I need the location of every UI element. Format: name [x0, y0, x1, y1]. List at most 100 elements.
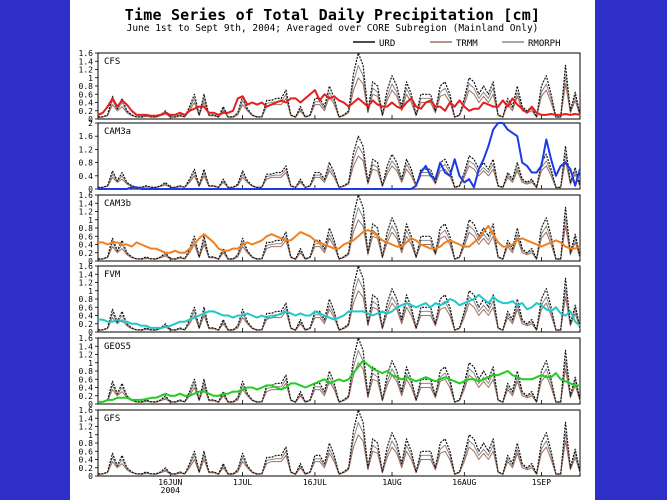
precipitation-chart: URD TRMM RMORPH00.20.40.60.811.21.41.6CFS0… [79, 39, 581, 495]
y-tick-label: 0 [88, 472, 93, 481]
y-tick-label: 0.4 [79, 312, 94, 321]
y-tick-label: 1 [88, 74, 93, 83]
y-tick-label: 0.8 [79, 224, 94, 233]
chart-title: Time Series of Total Daily Precipitation… [124, 6, 541, 24]
panel-frame [97, 122, 581, 190]
y-tick-label: 1 [88, 431, 93, 440]
panel-cam3a: 0 0.4 0.8 1.2 1.6 2 CAM3a [79, 119, 581, 194]
legend-label: RMORPH [528, 39, 561, 49]
series-rmorph [97, 64, 581, 118]
x-tick-year-label: 2004 [161, 486, 180, 495]
y-tick-label: 1.4 [79, 342, 94, 351]
series-trmm [97, 219, 581, 261]
panel-gfs: 00.20.40.60.811.21.41.6 GFS [79, 406, 581, 481]
series-trmm [97, 434, 581, 476]
series-trmm [97, 155, 581, 189]
series-rmorph [97, 349, 581, 403]
y-tick-label: 1.2 [79, 208, 94, 217]
series-rmorph [97, 421, 581, 475]
series-rmorph [97, 206, 581, 260]
y-tick-label: 0.6 [79, 90, 94, 99]
panel-label: CAM3b [104, 199, 131, 209]
series-model-fvm [98, 293, 581, 329]
series-urd [98, 52, 581, 118]
panel-label: CFS [104, 57, 120, 67]
x-tick-label: 16AUG [452, 478, 476, 487]
series-model-geos5 [98, 359, 580, 403]
y-tick-label: 0 [88, 257, 93, 266]
panel-label: GFS [104, 414, 120, 424]
y-tick-label: 0.6 [79, 303, 94, 312]
y-tick-label: 0.8 [79, 82, 94, 91]
series-rmorph [97, 277, 581, 331]
y-tick-label: 0 [88, 400, 93, 409]
x-tick-label: 16JUN [158, 478, 182, 487]
y-tick-label: 1.6 [79, 334, 94, 343]
y-tick-label: 1.4 [79, 57, 94, 66]
y-tick-label: 0.6 [79, 447, 94, 456]
y-tick-label: 0.6 [79, 375, 94, 384]
panel-frame [97, 409, 581, 477]
y-tick-label: 0.8 [79, 439, 94, 448]
y-tick-label: 0.4 [79, 99, 94, 108]
y-tick-label: 0.6 [79, 232, 94, 241]
y-tick-label: 1.2 [79, 351, 94, 360]
y-tick-label: 1 [88, 359, 93, 368]
panel-fvm: 00.20.40.60.811.21.41.6 FVM [79, 262, 581, 337]
panel-frame [97, 52, 581, 120]
legend-label: TRMM [456, 39, 478, 49]
series-urd [98, 409, 581, 475]
legend-item-rmorph: RMORPH [502, 39, 561, 49]
legend-item-urd: URD [353, 39, 395, 49]
x-tick-label: 1AUG [382, 478, 401, 487]
y-tick-label: 0.4 [79, 172, 94, 181]
y-tick-label: 0.8 [79, 367, 94, 376]
y-tick-label: 1.2 [79, 279, 94, 288]
y-tick-label: 0 [88, 328, 93, 337]
panel-cfs: 00.20.40.60.811.21.41.6 CFS [79, 49, 581, 124]
y-tick-label: 1.4 [79, 199, 94, 208]
y-tick-label: 1.6 [79, 262, 94, 271]
panel-geos5: 00.20.40.60.811.21.41.6 GEOS5 [79, 334, 581, 409]
y-tick-label: 1.4 [79, 270, 94, 279]
series-trmm [97, 290, 581, 332]
y-tick-label: 1.2 [79, 423, 94, 432]
legend-item-trmm: TRMM [430, 39, 478, 49]
y-tick-label: 0 [88, 115, 93, 124]
series-urd [98, 265, 581, 331]
y-tick-label: 0.8 [79, 295, 94, 304]
y-tick-label: 0 [88, 185, 93, 194]
y-tick-label: 1.6 [79, 49, 94, 58]
x-tick-label: 1SEP [532, 478, 551, 487]
series-rmorph [97, 145, 581, 189]
series-model-cam3b [98, 224, 581, 254]
panel-cam3b: 00.20.40.60.811.21.41.6 CAM3b [79, 191, 581, 266]
series-urd [98, 337, 581, 403]
y-tick-label: 1 [88, 216, 93, 225]
legend-label: URD [379, 39, 395, 49]
y-tick-label: 0.2 [79, 464, 94, 473]
y-tick-label: 1.6 [79, 406, 94, 415]
y-tick-label: 1.4 [79, 414, 94, 423]
y-tick-label: 0.2 [79, 107, 94, 116]
y-tick-label: 1.6 [79, 132, 94, 141]
y-tick-label: 2 [88, 119, 93, 128]
series-urd [98, 135, 581, 188]
series-trmm [97, 77, 581, 119]
series-trmm [97, 362, 581, 404]
y-tick-label: 0.2 [79, 249, 94, 258]
y-tick-label: 0.2 [79, 320, 94, 329]
x-tick-label: 16JUL [303, 478, 327, 487]
panel-frame [97, 194, 581, 262]
series-model-cam3a [98, 122, 581, 190]
chart-subtitle: June 1st to Sept 9th, 2004; Averaged ove… [126, 23, 539, 34]
panel-label: FVM [104, 270, 121, 280]
y-tick-label: 0.4 [79, 384, 94, 393]
figure-page: Time Series of Total Daily Precipitation… [70, 0, 595, 500]
x-tick-label: 1JUL [233, 478, 252, 487]
panel-frame [97, 265, 581, 333]
y-tick-label: 1.2 [79, 66, 94, 75]
y-tick-label: 0.8 [79, 159, 94, 168]
y-tick-label: 1.2 [79, 145, 94, 154]
y-tick-label: 1 [88, 287, 93, 296]
